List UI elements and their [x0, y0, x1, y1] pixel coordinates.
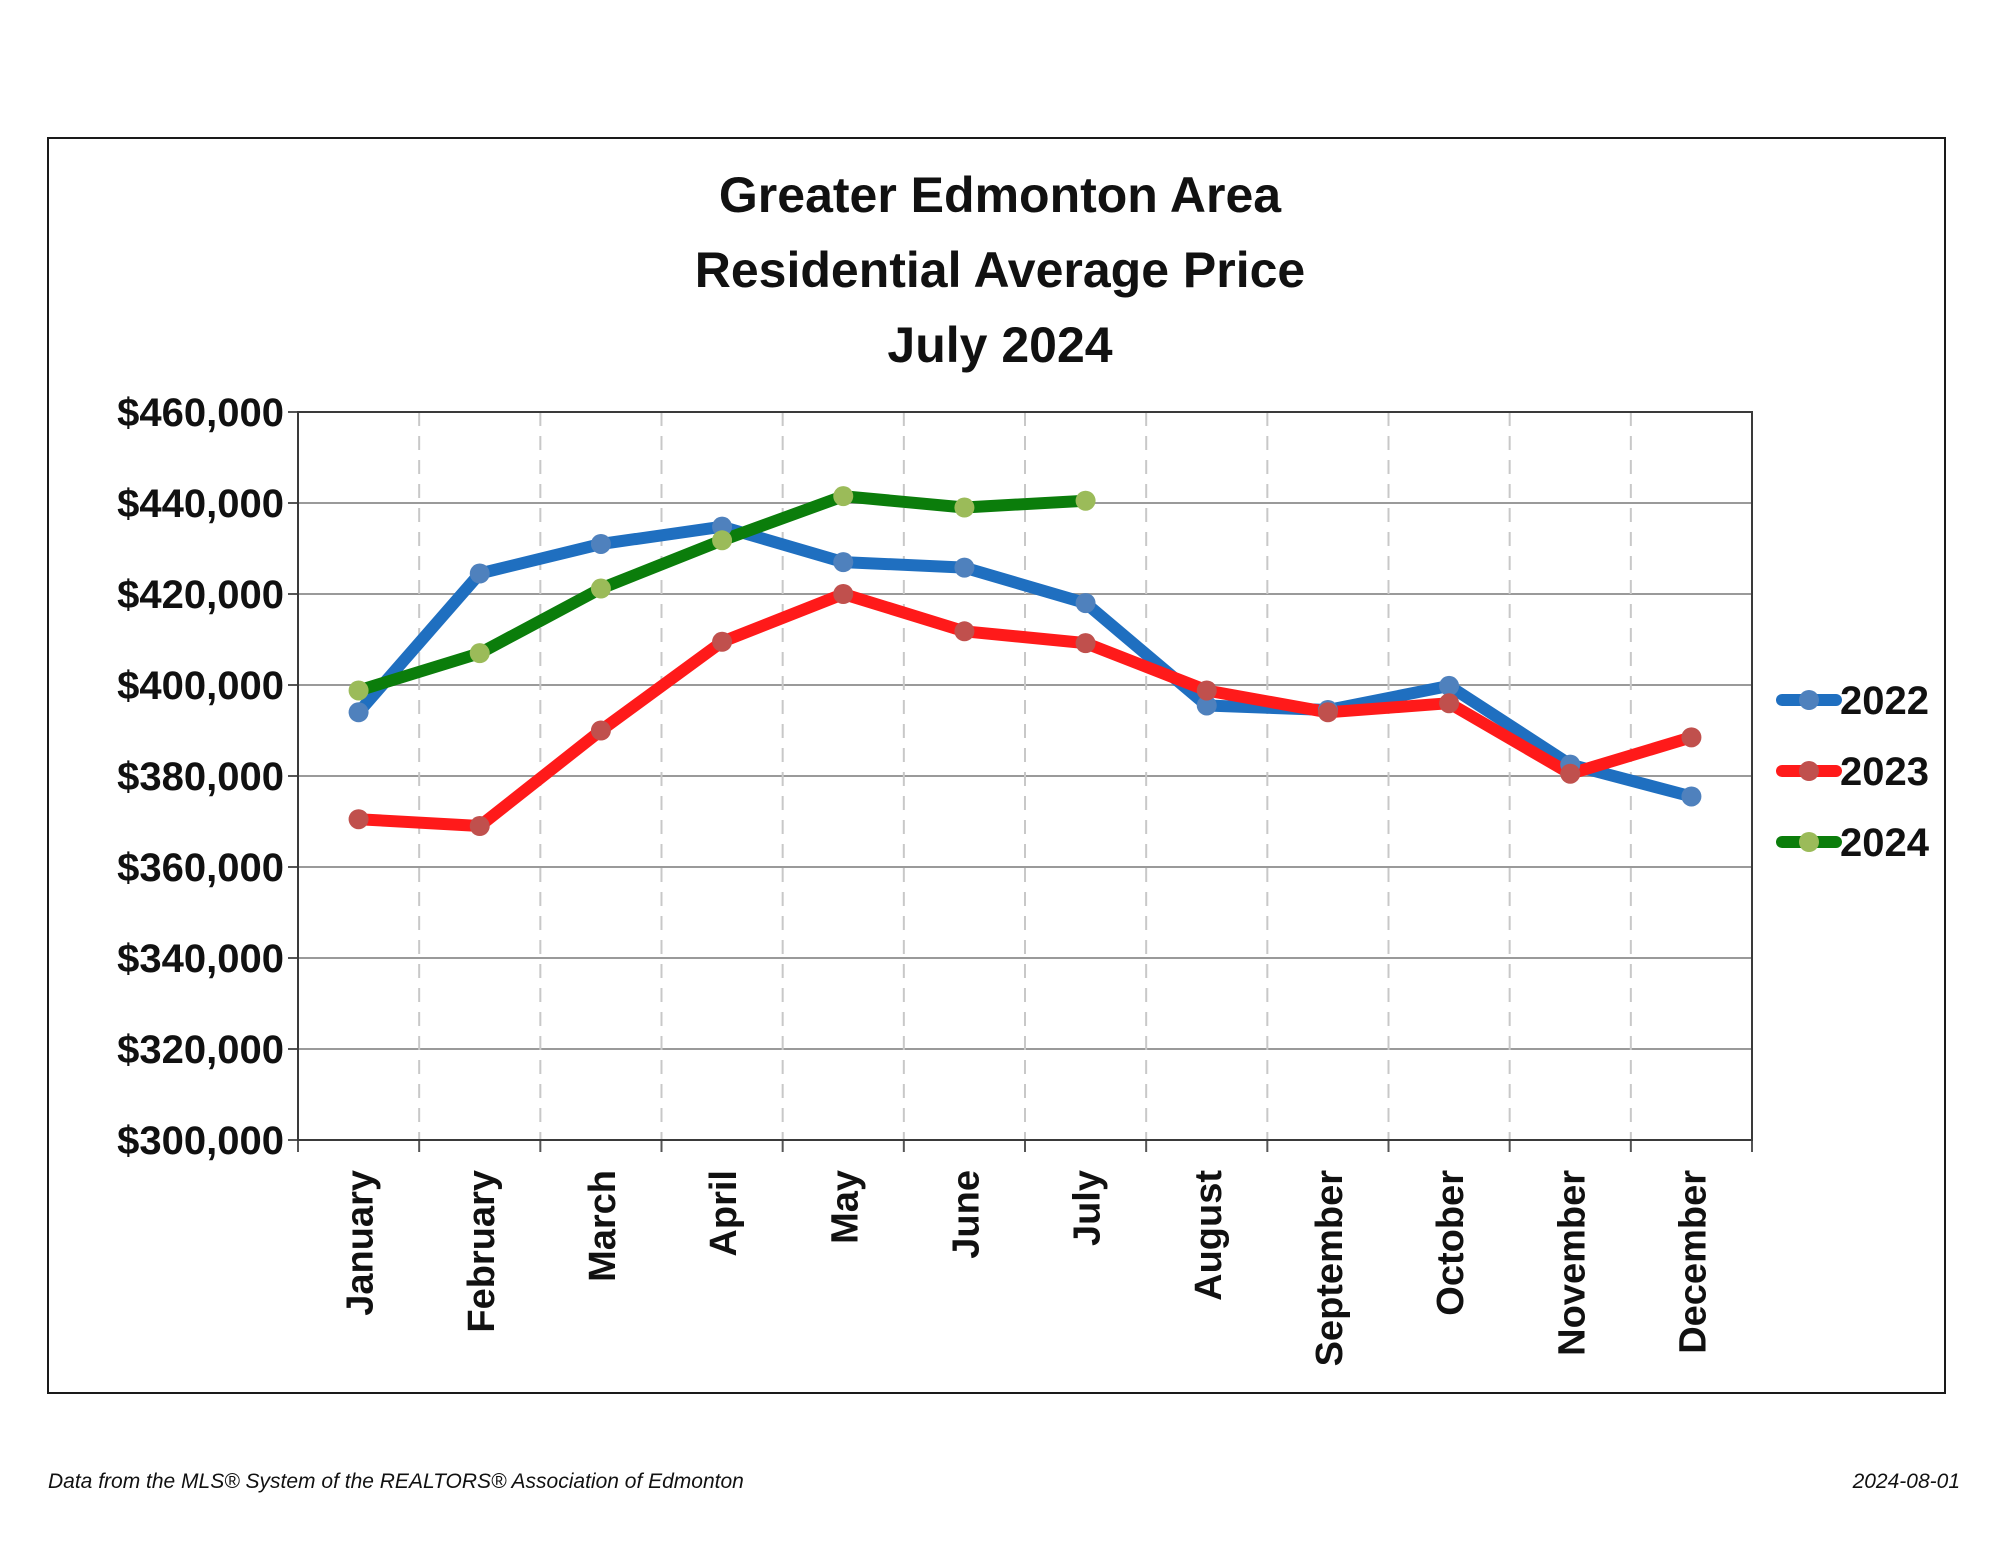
legend-marker-2023: [1799, 761, 1819, 781]
y-tick-label: $300,000: [117, 1119, 284, 1163]
data-point-2023: [1439, 693, 1460, 714]
x-tick-label: December: [1672, 1170, 1714, 1354]
data-point-2023: [348, 809, 369, 830]
y-axis-tick-labels: $300,000 $320,000 $340,000 $360,000 $380,000…: [117, 391, 284, 1163]
y-tick-label: $320,000: [117, 1028, 284, 1072]
data-point-2023: [590, 720, 611, 741]
y-tick-label: $380,000: [117, 755, 284, 799]
data-point-2022: [469, 563, 490, 584]
series-line-2022: [352, 520, 1698, 803]
grid: [298, 411, 1752, 1141]
source-note: Data from the MLS® System of the REALTOR…: [48, 1470, 744, 1493]
legend-label-2024: 2024: [1840, 821, 1930, 865]
x-tick-label: November: [1551, 1170, 1593, 1356]
data-series: [348, 486, 1702, 837]
data-point-2023: [1681, 727, 1702, 748]
plot-area-border: [297, 411, 1753, 1141]
data-point-2024: [469, 643, 490, 664]
data-point-2022: [348, 702, 369, 723]
data-point-2022: [1439, 675, 1460, 696]
data-point-2022: [590, 533, 611, 554]
data-point-2022: [1196, 695, 1217, 716]
x-tick-label: September: [1309, 1170, 1351, 1367]
legend: 2022 2023 2024: [1776, 679, 1930, 865]
data-point-2023: [1196, 680, 1217, 701]
legend-marker-2022: [1799, 690, 1819, 710]
x-tick-label: March: [582, 1170, 624, 1282]
x-tick-label: August: [1188, 1170, 1230, 1301]
data-point-2024: [712, 530, 733, 551]
chart-frame: [47, 137, 1946, 1394]
data-point-2024: [1075, 490, 1096, 511]
y-tick-label: $440,000: [117, 482, 284, 526]
data-point-2024: [590, 578, 611, 599]
data-point-2023: [1317, 702, 1338, 723]
x-tick-label: October: [1430, 1170, 1472, 1316]
data-point-2023: [1560, 763, 1581, 784]
data-point-2024: [954, 497, 975, 518]
data-point-2022: [833, 552, 854, 573]
data-point-2022: [954, 557, 975, 578]
chart-title-line-1: Greater Edmonton Area: [719, 167, 1282, 223]
data-point-2023: [954, 621, 975, 642]
chart-title-line-3: July 2024: [887, 317, 1112, 373]
y-tick-label: $340,000: [117, 937, 284, 981]
data-point-2022: [1075, 593, 1096, 614]
x-tick-label: May: [824, 1170, 866, 1244]
chart-title: Greater Edmonton Area Residential Averag…: [695, 167, 1305, 373]
legend-marker-2024: [1799, 832, 1819, 852]
series-line-2023: [352, 588, 1698, 832]
x-tick-label: July: [1067, 1170, 1109, 1246]
x-tick-label: April: [703, 1170, 745, 1257]
y-tick-label: $420,000: [117, 573, 284, 617]
data-point-2024: [348, 680, 369, 701]
data-point-2023: [1075, 633, 1096, 654]
data-point-2023: [833, 584, 854, 604]
x-axis-tick-labels: January February March April May June July Augu…: [340, 1170, 1715, 1367]
x-tick-label: January: [340, 1170, 382, 1316]
x-tick-label: June: [945, 1170, 987, 1259]
data-point-2024: [833, 486, 854, 507]
x-tick-label: February: [461, 1170, 503, 1333]
chart-title-line-2: Residential Average Price: [695, 242, 1305, 298]
y-tick-label: $460,000: [117, 391, 284, 435]
legend-label-2023: 2023: [1840, 750, 1929, 794]
y-tick-label: $400,000: [117, 664, 284, 708]
axes: [288, 411, 1753, 1152]
y-tick-label: $360,000: [117, 846, 284, 890]
data-point-2023: [469, 816, 490, 837]
data-point-2023: [712, 631, 733, 652]
report-date: 2024-08-01: [1852, 1470, 1960, 1493]
data-point-2022: [1681, 786, 1702, 807]
legend-label-2022: 2022: [1840, 679, 1929, 723]
